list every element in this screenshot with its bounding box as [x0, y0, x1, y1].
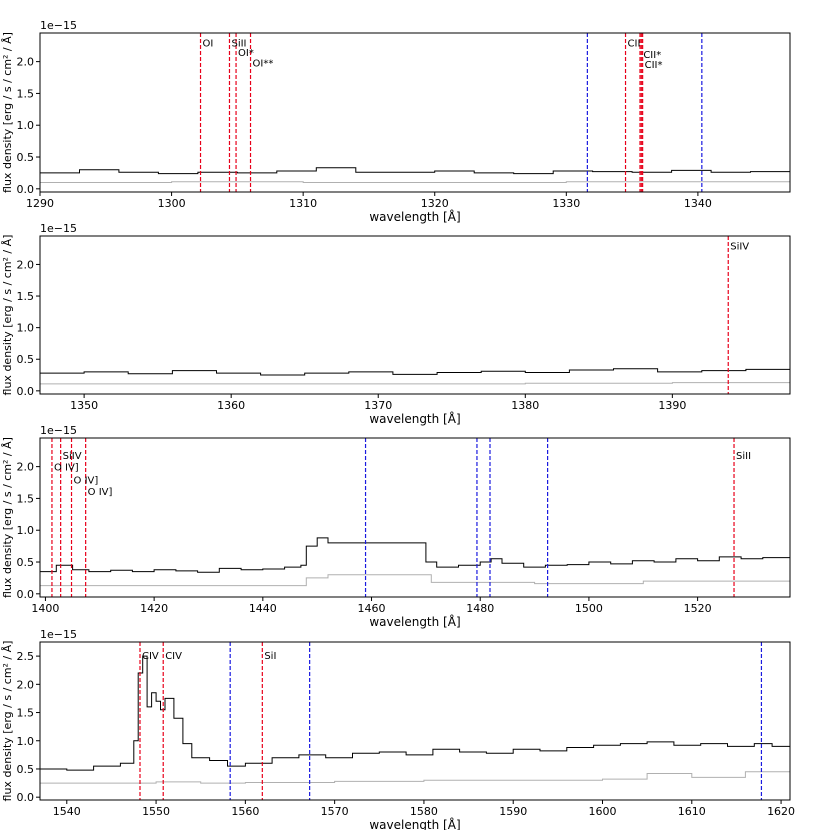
x-tick-label: 1440 — [249, 602, 277, 615]
offset-text: 1e−15 — [40, 424, 77, 437]
x-tick-label: 1620 — [767, 805, 795, 818]
x-tick-label: 1330 — [552, 197, 580, 210]
line-label: OI — [203, 39, 214, 50]
x-tick-label: 1600 — [589, 805, 617, 818]
line-label: OI** — [253, 58, 274, 69]
x-axis-label: wavelength [Å] — [369, 209, 460, 224]
x-tick-label: 1310 — [289, 197, 317, 210]
x-tick-label: 1460 — [358, 602, 386, 615]
line-label: OI* — [238, 48, 254, 59]
y-tick-label: 1.5 — [17, 707, 35, 720]
y-tick-label: 1.5 — [17, 492, 35, 505]
y-tick-label: 0.5 — [17, 763, 35, 776]
y-tick-label: 0.0 — [17, 588, 35, 601]
plot-area — [40, 33, 790, 192]
error-series — [40, 574, 790, 587]
x-axis-label: wavelength [Å] — [369, 614, 460, 629]
x-tick-label: 1380 — [511, 399, 539, 412]
y-tick-label: 0.5 — [17, 151, 35, 164]
line-label: SiII — [231, 39, 246, 50]
plot-area — [40, 642, 790, 800]
line-label: CII* — [643, 50, 661, 61]
line-label: CII* — [645, 60, 663, 71]
y-tick-label: 2.0 — [17, 56, 35, 69]
y-tick-label: 1.5 — [17, 290, 35, 303]
x-tick-label: 1560 — [231, 805, 259, 818]
x-tick-label: 1550 — [142, 805, 170, 818]
x-tick-label: 1580 — [410, 805, 438, 818]
axes-frame — [39, 437, 791, 598]
x-tick-label: 1570 — [321, 805, 349, 818]
y-axis-label: flux density [erg / s / cm² / Å] — [1, 437, 14, 598]
x-tick-label: 1400 — [31, 602, 59, 615]
x-tick-label: 1300 — [158, 197, 186, 210]
offset-text: 1e−15 — [40, 628, 77, 641]
x-tick-label: 1540 — [53, 805, 81, 818]
axes-frame — [39, 32, 791, 193]
flux-series — [40, 368, 790, 376]
x-tick-label: 1500 — [575, 602, 603, 615]
error-series — [40, 382, 790, 385]
y-tick-label: 2.0 — [17, 678, 35, 691]
y-tick-label: 0.0 — [17, 791, 35, 804]
y-tick-label: 0.5 — [17, 556, 35, 569]
line-label: SiII — [736, 451, 751, 462]
x-axis-label: wavelength [Å] — [369, 411, 460, 426]
x-tick-label: 1590 — [499, 805, 527, 818]
y-tick-label: 0.0 — [17, 385, 35, 398]
line-label: O IV] — [74, 475, 99, 486]
line-label: SiIV — [730, 241, 749, 252]
line-label: O IV] — [88, 487, 113, 498]
panel-2: SiIV 1350 1360 1370 1380 1390 0.0 0.5 1.0 1.5 2.0 1… — [1, 222, 791, 426]
x-axis-label: wavelength [Å] — [369, 817, 460, 830]
error-series — [40, 771, 790, 784]
y-tick-label: 2.0 — [17, 461, 35, 474]
error-series — [40, 181, 790, 183]
flux-series — [40, 167, 790, 175]
x-tick-label: 1320 — [421, 197, 449, 210]
x-tick-label: 1520 — [684, 602, 712, 615]
x-tick-label: 1290 — [26, 197, 54, 210]
x-tick-label: 1370 — [364, 399, 392, 412]
axes-frame — [39, 641, 791, 801]
x-tick-label: 1390 — [658, 399, 686, 412]
y-tick-label: 1.0 — [17, 119, 35, 132]
panel-4: CIV CIV SiI 1540 1550 1560 1570 1580 1590 1600 161… — [1, 628, 795, 830]
x-tick-label: 1360 — [217, 399, 245, 412]
offset-text: 1e−15 — [40, 222, 77, 235]
line-label: CIV — [142, 651, 159, 662]
x-tick-label: 1420 — [140, 602, 168, 615]
line-label: SiIV — [63, 451, 82, 462]
y-tick-label: 2.5 — [17, 650, 35, 663]
x-tick-label: 1610 — [678, 805, 706, 818]
x-tick-label: 1350 — [70, 399, 98, 412]
plot-area — [40, 438, 790, 597]
axes-frame — [39, 235, 791, 395]
y-tick-label: 1.5 — [17, 87, 35, 100]
offset-text: 1e−15 — [40, 19, 77, 32]
y-tick-label: 1.0 — [17, 524, 35, 537]
flux-series — [40, 655, 790, 771]
y-tick-label: 0.5 — [17, 353, 35, 366]
y-axis-label: flux density [erg / s / cm² / Å] — [1, 32, 14, 193]
y-tick-label: 1.0 — [17, 322, 35, 335]
y-tick-label: 1.0 — [17, 735, 35, 748]
y-axis-label: flux density [erg / s / cm² / Å] — [1, 235, 14, 396]
line-label: O IV] — [54, 463, 79, 474]
x-tick-label: 1480 — [466, 602, 494, 615]
flux-series — [40, 537, 790, 573]
line-label: CIV — [165, 651, 182, 662]
x-tick-label: 1340 — [684, 197, 712, 210]
line-label: CII — [628, 39, 641, 50]
y-tick-label: 0.0 — [17, 183, 35, 196]
plot-area — [40, 236, 790, 394]
y-tick-label: 2.0 — [17, 258, 35, 271]
y-axis-label: flux density [erg / s / cm² / Å] — [1, 641, 14, 802]
line-label: SiI — [264, 651, 276, 662]
